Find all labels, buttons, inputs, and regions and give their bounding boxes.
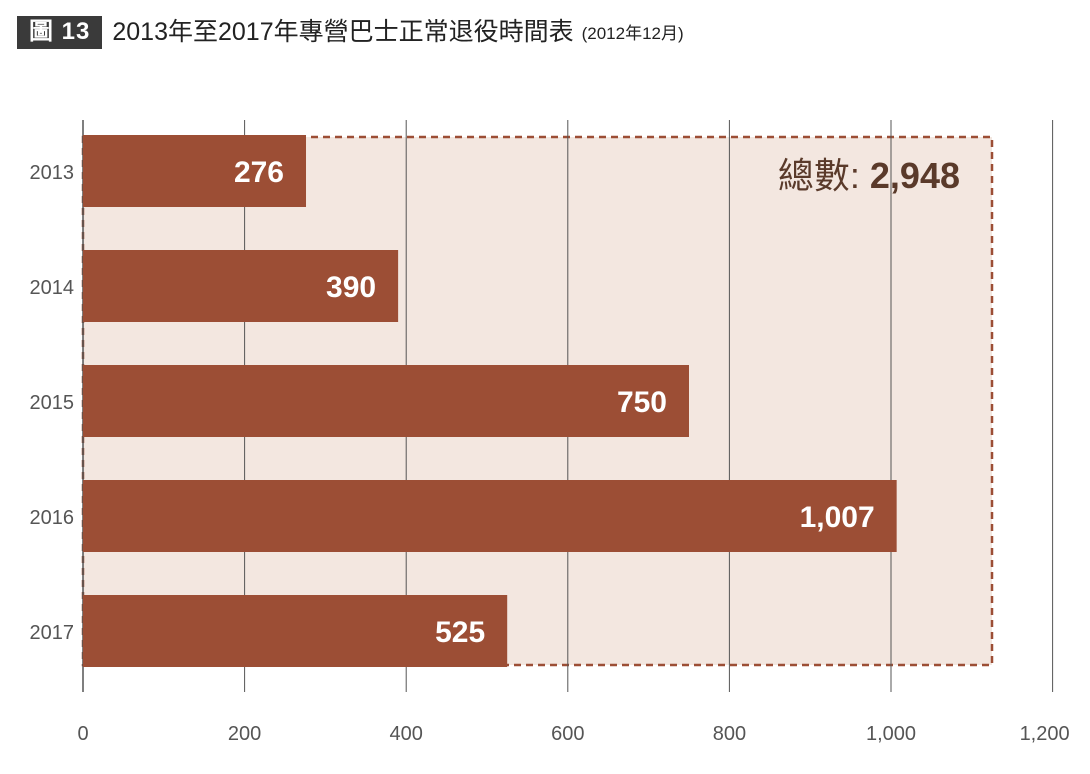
bar — [83, 365, 689, 437]
bar-value-label: 390 — [326, 271, 376, 304]
x-tick-label: 1,200 — [1020, 723, 1070, 745]
y-tick-label: 2015 — [30, 392, 75, 414]
bar-value-label: 750 — [617, 386, 667, 419]
bar — [83, 250, 399, 322]
total-annotation: 總數: 2,948 — [778, 155, 960, 196]
bar — [83, 595, 508, 667]
figure-number-badge: 圖 13 — [17, 15, 103, 49]
bar-value-label: 276 — [234, 156, 284, 189]
total-label: 總數: — [778, 155, 870, 196]
bar — [83, 135, 307, 207]
y-tick-label: 2017 — [30, 622, 75, 644]
x-tick-label: 600 — [551, 723, 584, 745]
bar — [83, 480, 897, 552]
x-tick-label: 0 — [77, 723, 88, 745]
chart-subtitle: (2012年12月) — [581, 24, 684, 43]
y-tick-label: 2016 — [30, 507, 75, 529]
bar-value-label: 525 — [435, 616, 485, 649]
bar-value-label: 1,007 — [800, 501, 875, 534]
x-tick-label: 800 — [713, 723, 746, 745]
chart-title: 2013年至2017年專營巴士正常退役時間表 — [112, 18, 574, 46]
chart-header: 圖 13 2013年至2017年專營巴士正常退役時間表 (2012年12月) — [17, 14, 684, 50]
y-tick-label: 2014 — [30, 277, 75, 299]
x-tick-label: 200 — [228, 723, 261, 745]
x-tick-label: 400 — [390, 723, 423, 745]
total-value: 2,948 — [870, 155, 960, 196]
x-tick-label: 1,000 — [866, 723, 916, 745]
y-tick-label: 2013 — [30, 162, 75, 184]
